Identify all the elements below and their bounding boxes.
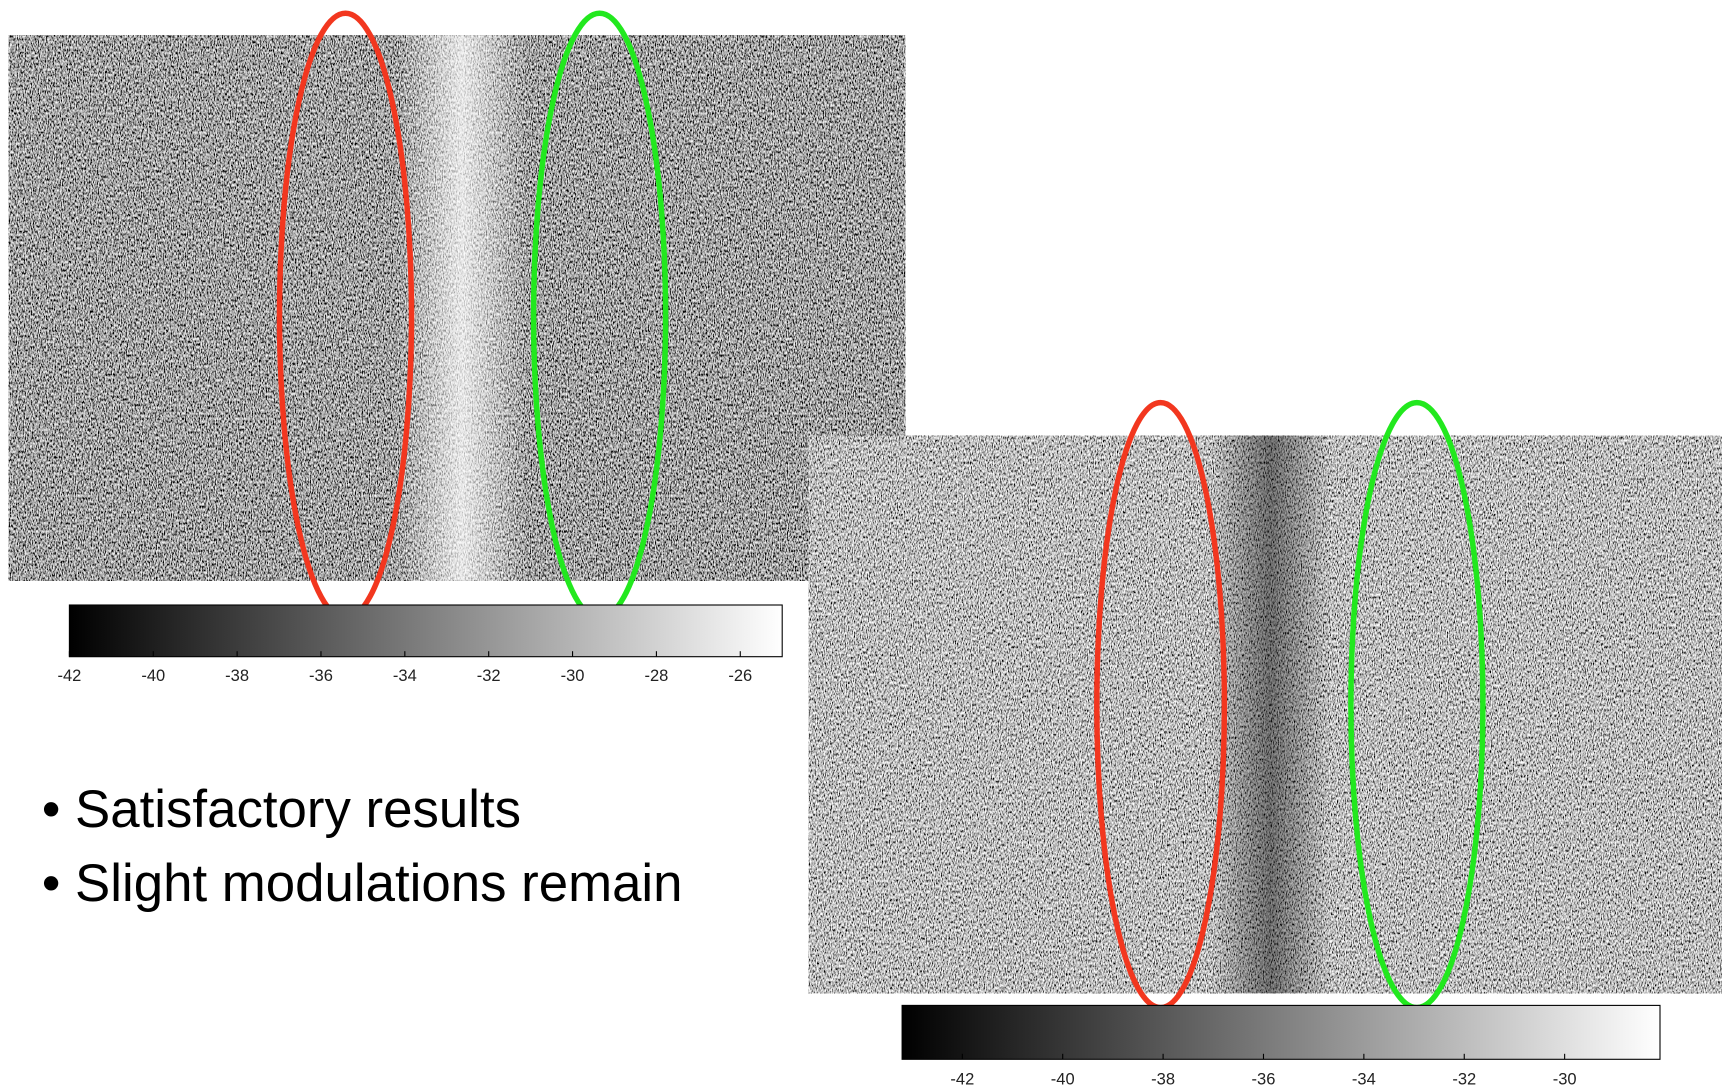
tick-label: -26 <box>728 667 752 685</box>
tick-label: -42 <box>57 667 81 685</box>
sar-image-1 <box>8 35 906 581</box>
colorbar <box>68 604 783 658</box>
tick-label: -32 <box>477 667 501 685</box>
bullet-text: Slight modulations remain <box>75 854 682 913</box>
tick-label: -38 <box>1151 1071 1175 1089</box>
dark-band <box>1210 435 1332 994</box>
tick-label: -36 <box>1252 1071 1276 1089</box>
bright-band <box>396 35 529 581</box>
tick-label: -34 <box>1352 1071 1376 1089</box>
tick-label: -30 <box>1553 1071 1577 1089</box>
bullet-1: • Satisfactory results <box>42 780 521 839</box>
tick-label: -40 <box>1051 1071 1075 1089</box>
tick-label: -36 <box>309 667 333 685</box>
colorbar <box>901 1004 1661 1060</box>
bullet-text: Satisfactory results <box>75 780 521 839</box>
tick-label: -30 <box>561 667 585 685</box>
tick-label: -38 <box>225 667 249 685</box>
tick-label: -40 <box>141 667 165 685</box>
bullet-2: • Slight modulations remain <box>42 854 683 913</box>
tick-label: -28 <box>644 667 668 685</box>
tick-label: -34 <box>393 667 417 685</box>
tick-label: -42 <box>950 1071 974 1089</box>
sar-image-2 <box>808 435 1722 994</box>
tick-label: -32 <box>1452 1071 1476 1089</box>
